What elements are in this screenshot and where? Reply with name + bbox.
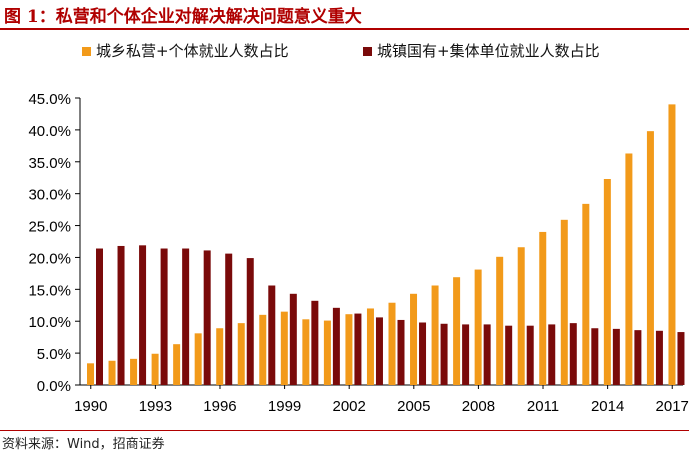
bar-private-2008 <box>474 269 482 385</box>
bar-state-1998 <box>268 285 276 385</box>
bar-private-2003 <box>366 308 374 385</box>
bar-private-1997 <box>237 323 245 385</box>
bar-state-1993 <box>160 248 168 385</box>
bar-state-1994 <box>182 248 190 385</box>
bar-state-2017 <box>677 332 685 385</box>
bar-private-2010 <box>517 247 525 385</box>
bar-private-2007 <box>453 277 461 385</box>
y-tick-label: 20.0% <box>28 250 71 267</box>
source-note: 资料来源：Wind，招商证券 <box>2 437 165 452</box>
bar-private-1999 <box>280 311 288 385</box>
bar-private-2012 <box>560 219 568 385</box>
bar-private-1994 <box>173 344 181 385</box>
y-tick-label: 40.0% <box>28 123 71 140</box>
bar-private-1998 <box>259 314 267 385</box>
bar-state-2010 <box>526 325 534 385</box>
bar-state-2006 <box>440 323 448 385</box>
y-tick-label: 5.0% <box>37 346 71 363</box>
bar-state-2013 <box>591 328 599 385</box>
x-tick-label: 2008 <box>462 398 495 415</box>
source-divider <box>0 430 689 431</box>
bar-chart: 城乡私营+个体就业人数占比 城镇国有+集体单位就业人数占比 0.0% 5.0% 10.0… <box>28 42 689 415</box>
bar-private-2011 <box>539 231 547 385</box>
bar-state-2008 <box>483 324 491 385</box>
bar-state-2009 <box>505 325 513 385</box>
figure-header: 图 1：私营和个体企业对解决解决问题意义重大 <box>0 0 689 30</box>
bar-state-2012 <box>569 323 577 385</box>
bar-state-2002 <box>354 313 362 385</box>
bar-private-1996 <box>216 328 224 385</box>
x-tick-label: 1990 <box>74 398 107 415</box>
bar-private-2001 <box>323 320 331 385</box>
y-tick-label: 30.0% <box>28 187 71 204</box>
bar-state-2001 <box>332 307 340 385</box>
bar-state-2016 <box>655 330 663 385</box>
bar-state-2000 <box>311 300 319 385</box>
bar-private-1990 <box>87 363 94 385</box>
y-tick-label: 0.0% <box>37 378 71 395</box>
x-tick-label: 2014 <box>591 398 624 415</box>
bar-state-2003 <box>375 317 383 385</box>
legend-label-1: 城乡私营+个体就业人数占比 <box>96 42 289 60</box>
bar-state-1991 <box>117 245 125 385</box>
bar-state-1990 <box>96 248 103 385</box>
bar-private-1992 <box>130 358 138 385</box>
bar-state-1992 <box>139 245 147 385</box>
bar-state-2015 <box>634 330 642 385</box>
bar-private-2013 <box>582 203 590 385</box>
y-tick-label: 45.0% <box>28 91 71 108</box>
figure-title: 图 1：私营和个体企业对解决解决问题意义重大 <box>4 7 362 27</box>
bar-state-1999 <box>289 293 297 385</box>
x-tick-label: 2002 <box>333 398 366 415</box>
bar-private-1995 <box>194 333 202 385</box>
x-tick-label: 1996 <box>203 398 236 415</box>
bar-state-1996 <box>225 253 233 385</box>
x-tick-label: 2005 <box>397 398 430 415</box>
title-divider <box>0 28 689 30</box>
bar-private-2004 <box>388 302 396 385</box>
x-tick-label: 2017 <box>656 398 689 415</box>
x-tick-label: 1993 <box>139 398 172 415</box>
bar-private-2014 <box>603 178 611 385</box>
legend-swatch-1 <box>82 47 91 56</box>
bar-state-1997 <box>246 258 254 385</box>
bar-state-1995 <box>203 250 211 385</box>
bar-private-2005 <box>410 293 418 385</box>
bar-private-1993 <box>151 353 159 385</box>
bar-state-2014 <box>612 328 620 385</box>
bar-state-2007 <box>462 324 470 385</box>
bar-private-2000 <box>302 319 310 385</box>
bar-state-2011 <box>548 324 556 385</box>
bar-private-2017 <box>668 104 676 385</box>
y-tick-label: 35.0% <box>28 155 71 172</box>
legend-label-2: 城镇国有+集体单位就业人数占比 <box>377 42 600 60</box>
bar-state-2004 <box>397 319 405 385</box>
bar-private-1991 <box>108 360 116 385</box>
legend-swatch-2 <box>363 47 372 56</box>
bar-private-2006 <box>431 285 439 385</box>
bar-state-2005 <box>419 322 427 385</box>
bar-private-2015 <box>625 153 633 385</box>
y-tick-label: 25.0% <box>28 219 71 236</box>
bar-private-2009 <box>496 256 504 385</box>
y-tick-label: 10.0% <box>28 314 71 331</box>
y-tick-label: 15.0% <box>28 282 71 299</box>
x-tick-label: 1999 <box>268 398 301 415</box>
bar-private-2016 <box>646 131 654 385</box>
x-tick-label: 2011 <box>527 398 559 415</box>
bar-private-2002 <box>345 314 353 385</box>
